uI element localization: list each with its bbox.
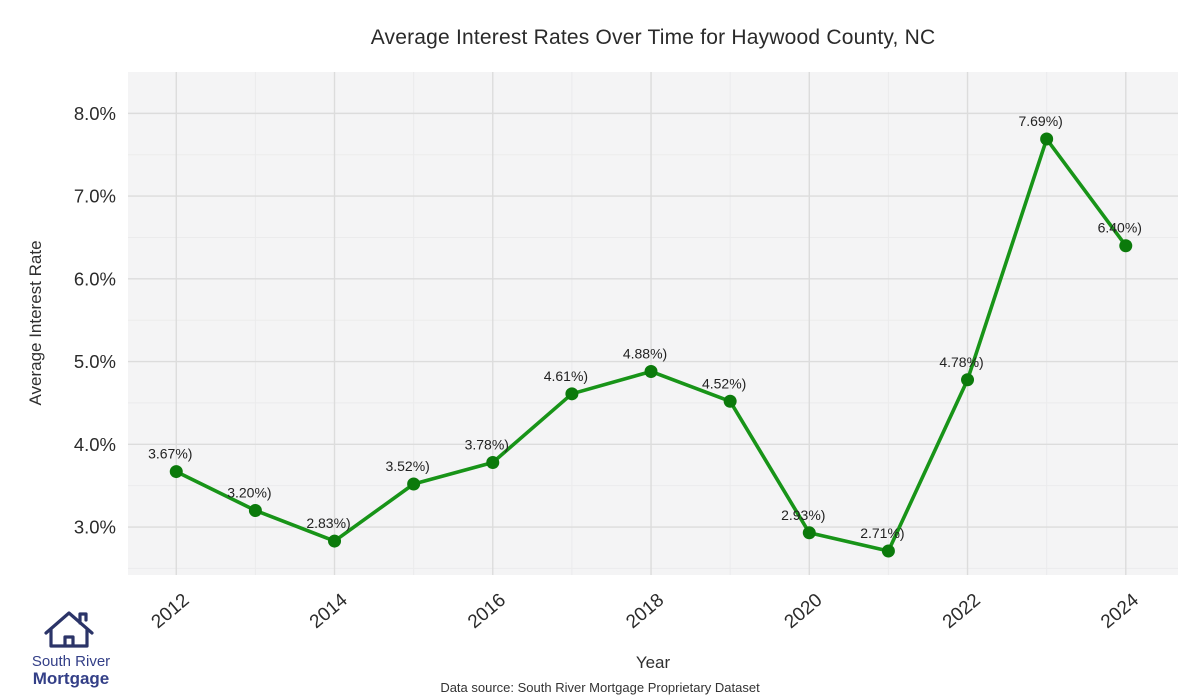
point-label: 3.78%): [465, 436, 509, 452]
point-label: 3.20%): [227, 484, 271, 500]
point-label: 7.69%): [1018, 113, 1062, 129]
point-label: 4.78%): [939, 354, 983, 370]
logo-text-line1: South River: [31, 653, 111, 670]
point-label: 2.71%): [860, 525, 904, 541]
logo-text-line2: Mortgage: [32, 668, 110, 688]
data-point: [565, 387, 579, 401]
x-tick-label: 2024: [1097, 589, 1143, 633]
data-source-caption: Data source: South River Mortgage Propri…: [440, 680, 760, 695]
data-point: [802, 526, 816, 540]
y-tick-label: 3.0%: [74, 517, 116, 538]
data-point: [1040, 132, 1054, 146]
data-point: [486, 455, 500, 469]
y-tick-label: 6.0%: [74, 268, 116, 289]
y-tick-label: 8.0%: [74, 103, 116, 124]
point-label: 4.88%): [623, 345, 667, 361]
x-tick-label: 2022: [939, 590, 985, 633]
x-tick-label: 2012: [148, 590, 194, 633]
data-point: [881, 544, 895, 558]
x-tick-label: 2020: [781, 590, 827, 633]
point-label: 4.61%): [544, 368, 588, 384]
y-tick-label: 5.0%: [74, 351, 116, 372]
data-point: [407, 477, 421, 491]
y-tick-label: 7.0%: [74, 186, 116, 207]
data-point: [248, 503, 262, 517]
point-label: 2.93%): [781, 507, 825, 523]
data-point: [1119, 239, 1133, 253]
data-point: [328, 534, 342, 548]
company-logo: South River Mortgage: [12, 608, 130, 688]
data-point: [723, 394, 737, 408]
data-point: [169, 465, 183, 479]
point-label: 3.52%): [385, 458, 429, 474]
point-label: 3.67%): [148, 446, 192, 462]
x-tick-label: 2018: [622, 590, 668, 633]
x-tick-label: 2014: [306, 589, 352, 633]
point-label: 2.83%): [306, 515, 350, 531]
y-tick-label: 4.0%: [74, 434, 116, 455]
house-icon: [44, 611, 94, 648]
point-label: 4.52%): [702, 375, 746, 391]
x-axis-title: Year: [635, 653, 671, 672]
point-label: 6.40%): [1098, 220, 1142, 236]
plot-panel: [128, 72, 1178, 575]
chart-title: Average Interest Rates Over Time for Hay…: [370, 26, 936, 49]
x-tick-label: 2016: [464, 590, 510, 633]
data-point: [961, 373, 975, 387]
data-point: [644, 364, 658, 378]
